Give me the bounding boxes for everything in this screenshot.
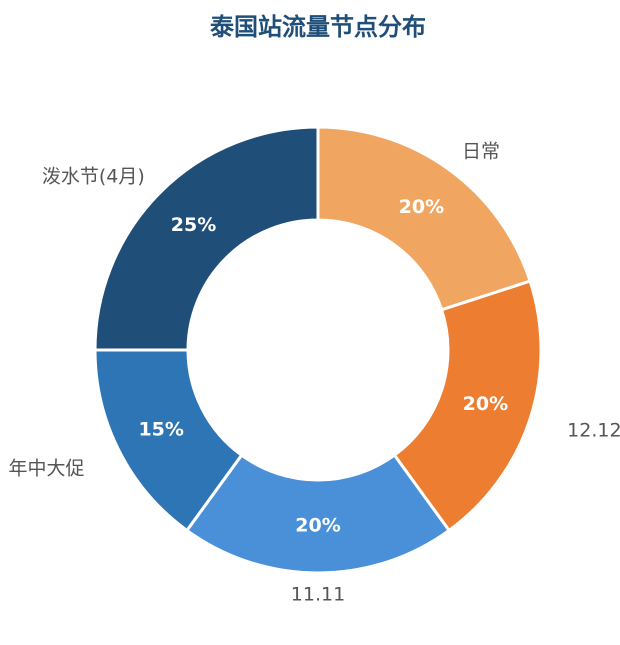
donut-slice <box>184 453 452 575</box>
category-label: 年中大促 <box>9 457 85 479</box>
chart-title: 泰国站流量节点分布 <box>210 13 426 41</box>
donut-slice <box>316 125 532 312</box>
donut-slice <box>93 125 320 352</box>
category-label: 12.12 <box>567 419 620 441</box>
category-label: 11.11 <box>291 584 345 606</box>
value-label: 20% <box>295 515 340 537</box>
value-label: 20% <box>463 393 508 415</box>
donut-slice <box>392 279 543 533</box>
category-label: 日常 <box>462 140 500 162</box>
value-label: 15% <box>138 418 183 440</box>
value-label: 20% <box>399 196 444 218</box>
category-label: 泼水节(4月) <box>42 165 145 187</box>
value-label: 25% <box>171 214 216 236</box>
